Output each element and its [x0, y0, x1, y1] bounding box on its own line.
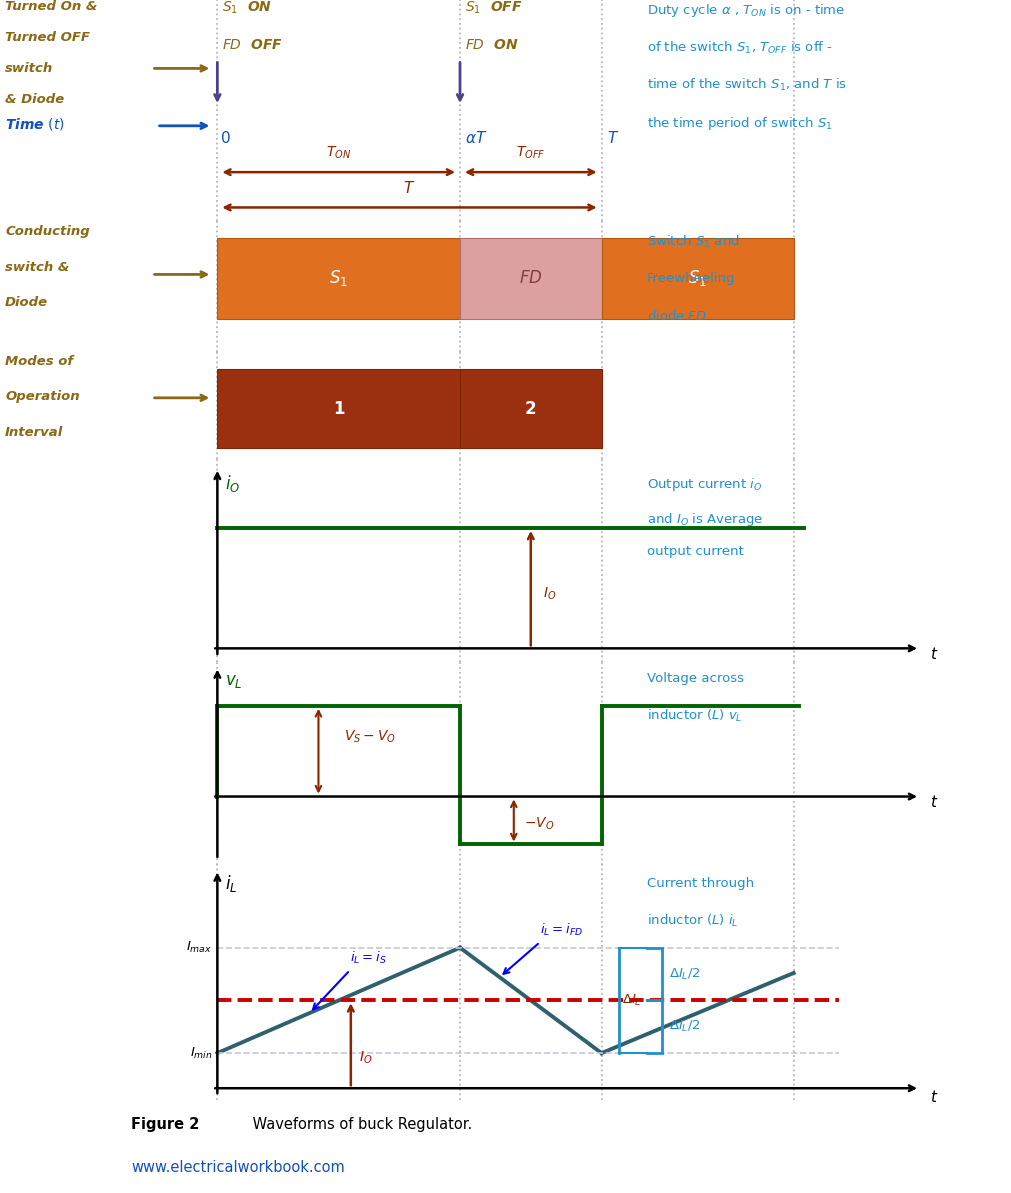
FancyBboxPatch shape	[460, 370, 602, 449]
Text: Conducting: Conducting	[5, 225, 90, 237]
Text: Time $(t)$: Time $(t)$	[5, 116, 65, 131]
Text: $FD$  ON: $FD$ ON	[465, 37, 519, 51]
FancyBboxPatch shape	[217, 370, 460, 449]
Text: Diode: Diode	[5, 296, 49, 309]
Text: $I_{max}$: $I_{max}$	[186, 940, 212, 956]
Text: Output current $i_O$: Output current $i_O$	[647, 476, 762, 494]
Text: $S_1$: $S_1$	[330, 268, 348, 289]
Text: $S_1$  OFF: $S_1$ OFF	[465, 0, 523, 17]
Text: Interval: Interval	[5, 426, 64, 439]
Text: $T$: $T$	[403, 180, 416, 197]
Text: and $I_O$ is Average: and $I_O$ is Average	[647, 511, 763, 527]
Text: $I_O$: $I_O$	[359, 1050, 372, 1067]
Text: $T$: $T$	[607, 130, 619, 147]
Text: switch: switch	[5, 62, 54, 75]
Text: $T_{OFF}$: $T_{OFF}$	[516, 144, 546, 161]
Text: of the switch $S_1$, $T_{OFF}$ is off -: of the switch $S_1$, $T_{OFF}$ is off -	[647, 39, 833, 56]
Text: $S_1$  ON: $S_1$ ON	[222, 0, 273, 17]
Text: $0$: $0$	[220, 130, 232, 147]
Text: $i_L = i_S$: $i_L = i_S$	[350, 950, 387, 966]
Text: Waveforms of buck Regulator.: Waveforms of buck Regulator.	[248, 1117, 472, 1132]
Text: $\Delta I_L/2$: $\Delta I_L/2$	[669, 966, 701, 982]
Text: Freewheeling: Freewheeling	[647, 272, 736, 285]
Text: $I_{min}$: $I_{min}$	[189, 1045, 212, 1061]
Text: & Diode: & Diode	[5, 93, 65, 106]
Text: Current through: Current through	[647, 877, 754, 890]
Text: the time period of switch $S_1$: the time period of switch $S_1$	[647, 115, 832, 131]
Text: $V_S - V_O$: $V_S - V_O$	[344, 729, 395, 746]
Text: diode $FD$: diode $FD$	[647, 309, 708, 323]
Text: $\Delta I_L/2$: $\Delta I_L/2$	[669, 1019, 701, 1034]
Text: Figure 2: Figure 2	[131, 1117, 200, 1132]
Text: $t$: $t$	[930, 645, 938, 662]
FancyBboxPatch shape	[217, 239, 460, 319]
Text: Turned OFF: Turned OFF	[5, 31, 90, 44]
Text: time of the switch $S_1$, and $T$ is: time of the switch $S_1$, and $T$ is	[647, 78, 847, 93]
Text: $t$: $t$	[930, 1089, 938, 1105]
Text: 1: 1	[333, 400, 345, 418]
Text: $I_O$: $I_O$	[543, 586, 556, 602]
Text: Operation: Operation	[5, 390, 80, 403]
Text: switch &: switch &	[5, 261, 70, 274]
Text: $i_O$: $i_O$	[225, 474, 241, 494]
Text: $\Delta I_L$: $\Delta I_L$	[622, 993, 641, 1008]
Text: output current: output current	[647, 545, 744, 558]
Text: Modes of: Modes of	[5, 356, 73, 367]
Text: $t$: $t$	[930, 793, 938, 810]
Text: Duty cycle $\alpha$ , $T_{ON}$ is on - time: Duty cycle $\alpha$ , $T_{ON}$ is on - t…	[647, 2, 845, 19]
Text: $v_L$: $v_L$	[225, 672, 243, 690]
Text: inductor $(L)$ $i_L$: inductor $(L)$ $i_L$	[647, 913, 738, 928]
Text: $S_1$: $S_1$	[688, 268, 707, 289]
Text: $\alpha T$: $\alpha T$	[465, 130, 487, 147]
FancyBboxPatch shape	[602, 239, 794, 319]
Text: $FD$  OFF: $FD$ OFF	[222, 37, 283, 51]
Text: $i_L = i_{FD}$: $i_L = i_{FD}$	[540, 922, 583, 938]
Text: $- V_O$: $- V_O$	[524, 815, 554, 832]
Text: www.electricalworkbook.com: www.electricalworkbook.com	[131, 1161, 345, 1175]
Text: $i_L$: $i_L$	[225, 873, 238, 895]
Text: $T_{ON}$: $T_{ON}$	[327, 144, 351, 161]
FancyBboxPatch shape	[460, 239, 602, 319]
Text: 2: 2	[525, 400, 537, 418]
Text: Switch $S_1$ and: Switch $S_1$ and	[647, 234, 740, 251]
Text: Turned On &: Turned On &	[5, 0, 97, 13]
Text: inductor $(L)$ $v_L$: inductor $(L)$ $v_L$	[647, 707, 742, 724]
Text: Voltage across: Voltage across	[647, 672, 744, 685]
Text: $FD$: $FD$	[519, 270, 543, 288]
